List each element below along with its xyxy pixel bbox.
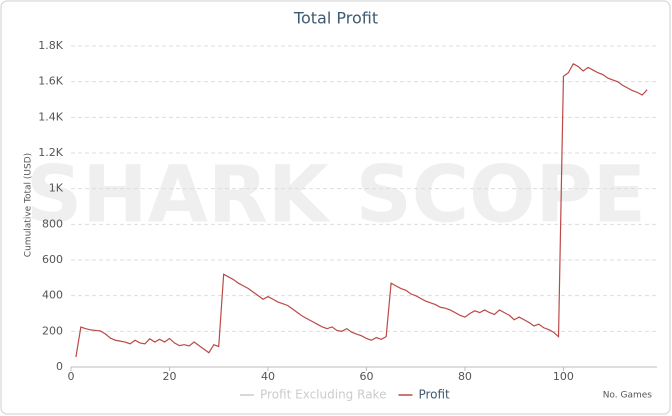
y-tick-label: 600 xyxy=(42,253,63,266)
x-tick-label: 0 xyxy=(68,370,75,383)
y-tick-label: 0 xyxy=(56,360,63,373)
y-tick-label: 1.8K xyxy=(38,39,63,52)
y-tick-label: 1.4K xyxy=(38,110,63,123)
y-axis-label: Cumulative Total (USD) xyxy=(24,153,34,257)
x-tick-label: 100 xyxy=(553,370,574,383)
line-series xyxy=(75,63,648,358)
x-tick-label: 80 xyxy=(458,370,472,383)
y-tick-label: 1K xyxy=(49,182,64,195)
watermark: SHARK SCOPE xyxy=(26,150,646,240)
legend-label: Profit Excluding Rake xyxy=(260,388,386,402)
y-tick-label: 1.2K xyxy=(38,146,63,159)
legend-label: Profit xyxy=(418,388,450,402)
x-tick-label: 60 xyxy=(359,370,373,383)
x-tick-label: 40 xyxy=(261,370,275,383)
y-tick-label: 200 xyxy=(42,324,63,337)
x-axis-label: No. Games xyxy=(603,391,653,401)
y-tick-label: 800 xyxy=(42,217,63,230)
chart-title: Total Profit xyxy=(293,9,378,28)
y-tick-label: 1.6K xyxy=(38,75,63,88)
y-tick-label: 400 xyxy=(42,289,63,302)
x-tick-label: 20 xyxy=(162,370,176,383)
